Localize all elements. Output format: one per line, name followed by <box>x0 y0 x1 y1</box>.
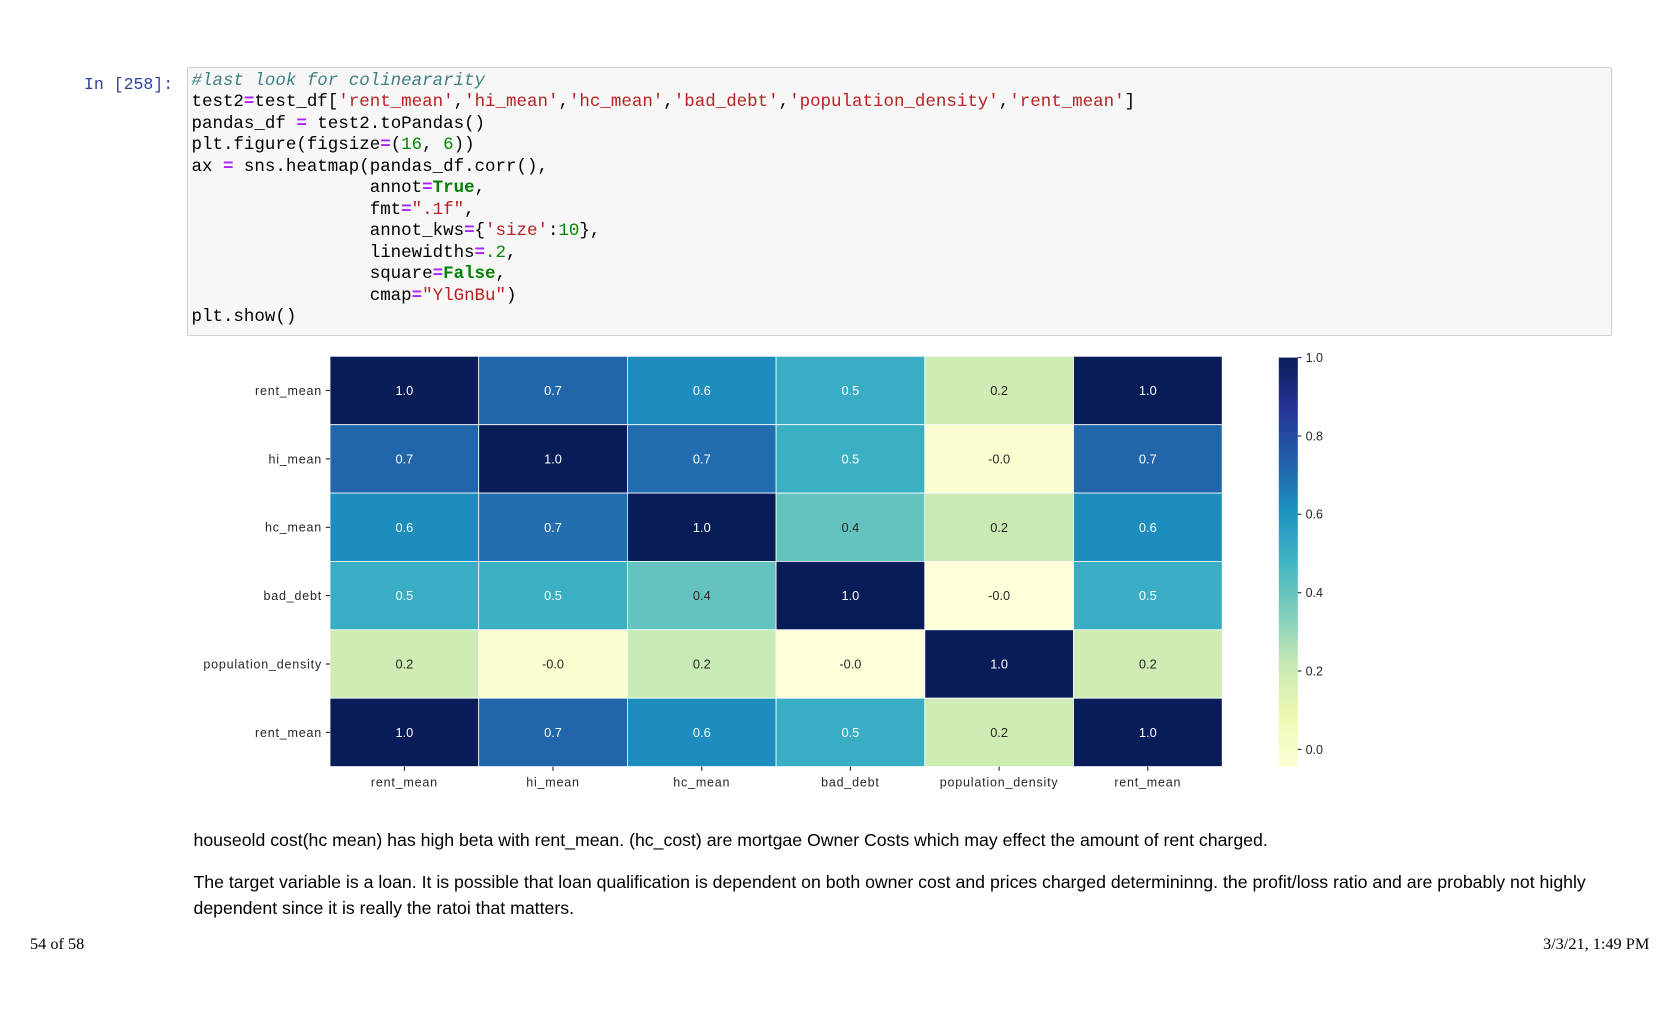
svg-text:hc_mean: hc_mean <box>673 776 730 790</box>
svg-text:0.6: 0.6 <box>396 520 414 535</box>
svg-text:rent_mean: rent_mean <box>255 384 322 398</box>
svg-text:0.2: 0.2 <box>990 725 1008 740</box>
svg-text:0.7: 0.7 <box>544 725 562 740</box>
svg-text:0.6: 0.6 <box>1139 520 1157 535</box>
svg-text:population_density: population_density <box>940 776 1059 790</box>
svg-text:hi_mean: hi_mean <box>268 452 322 466</box>
svg-text:0.2: 0.2 <box>1139 657 1157 672</box>
svg-text:0.4: 0.4 <box>693 588 711 603</box>
svg-text:0.5: 0.5 <box>544 588 562 603</box>
svg-text:hc_mean: hc_mean <box>265 521 322 535</box>
svg-text:0.0: 0.0 <box>1306 743 1323 757</box>
svg-text:0.6: 0.6 <box>693 725 711 740</box>
svg-text:0.4: 0.4 <box>1306 586 1323 600</box>
svg-text:0.2: 0.2 <box>396 657 414 672</box>
svg-text:0.7: 0.7 <box>544 520 562 535</box>
svg-text:bad_debt: bad_debt <box>263 589 322 603</box>
svg-text:-0.0: -0.0 <box>988 588 1010 603</box>
svg-text:1.0: 1.0 <box>842 588 860 603</box>
svg-text:0.8: 0.8 <box>1306 429 1323 443</box>
svg-text:rent_mean: rent_mean <box>371 776 438 790</box>
svg-text:1.0: 1.0 <box>1139 725 1157 740</box>
svg-text:0.6: 0.6 <box>1306 508 1323 522</box>
svg-text:1.0: 1.0 <box>396 725 414 740</box>
svg-text:1.0: 1.0 <box>396 383 414 398</box>
svg-text:rent_mean: rent_mean <box>255 726 322 740</box>
svg-text:0.2: 0.2 <box>1306 664 1323 678</box>
svg-text:-0.0: -0.0 <box>542 657 564 672</box>
svg-text:rent_mean: rent_mean <box>1114 776 1181 790</box>
svg-text:1.0: 1.0 <box>693 520 711 535</box>
svg-text:hi_mean: hi_mean <box>526 776 580 790</box>
svg-text:0.2: 0.2 <box>990 520 1008 535</box>
svg-text:0.5: 0.5 <box>842 383 860 398</box>
svg-text:0.5: 0.5 <box>396 588 414 603</box>
svg-text:0.5: 0.5 <box>1139 588 1157 603</box>
svg-text:population_density: population_density <box>203 657 322 671</box>
svg-text:1.0: 1.0 <box>990 657 1008 672</box>
svg-text:0.7: 0.7 <box>1139 451 1157 466</box>
svg-text:0.4: 0.4 <box>842 520 860 535</box>
svg-text:0.5: 0.5 <box>842 725 860 740</box>
svg-text:0.7: 0.7 <box>693 451 711 466</box>
svg-text:0.2: 0.2 <box>990 383 1008 398</box>
svg-text:1.0: 1.0 <box>544 451 562 466</box>
svg-text:-0.0: -0.0 <box>988 451 1010 466</box>
svg-text:bad_debt: bad_debt <box>821 776 880 790</box>
svg-text:0.7: 0.7 <box>544 383 562 398</box>
svg-text:0.7: 0.7 <box>396 451 414 466</box>
svg-text:1.0: 1.0 <box>1306 351 1323 365</box>
svg-text:0.2: 0.2 <box>693 657 711 672</box>
svg-text:1.0: 1.0 <box>1139 383 1157 398</box>
svg-text:0.6: 0.6 <box>693 383 711 398</box>
svg-text:-0.0: -0.0 <box>839 657 861 672</box>
svg-text:0.5: 0.5 <box>842 451 860 466</box>
